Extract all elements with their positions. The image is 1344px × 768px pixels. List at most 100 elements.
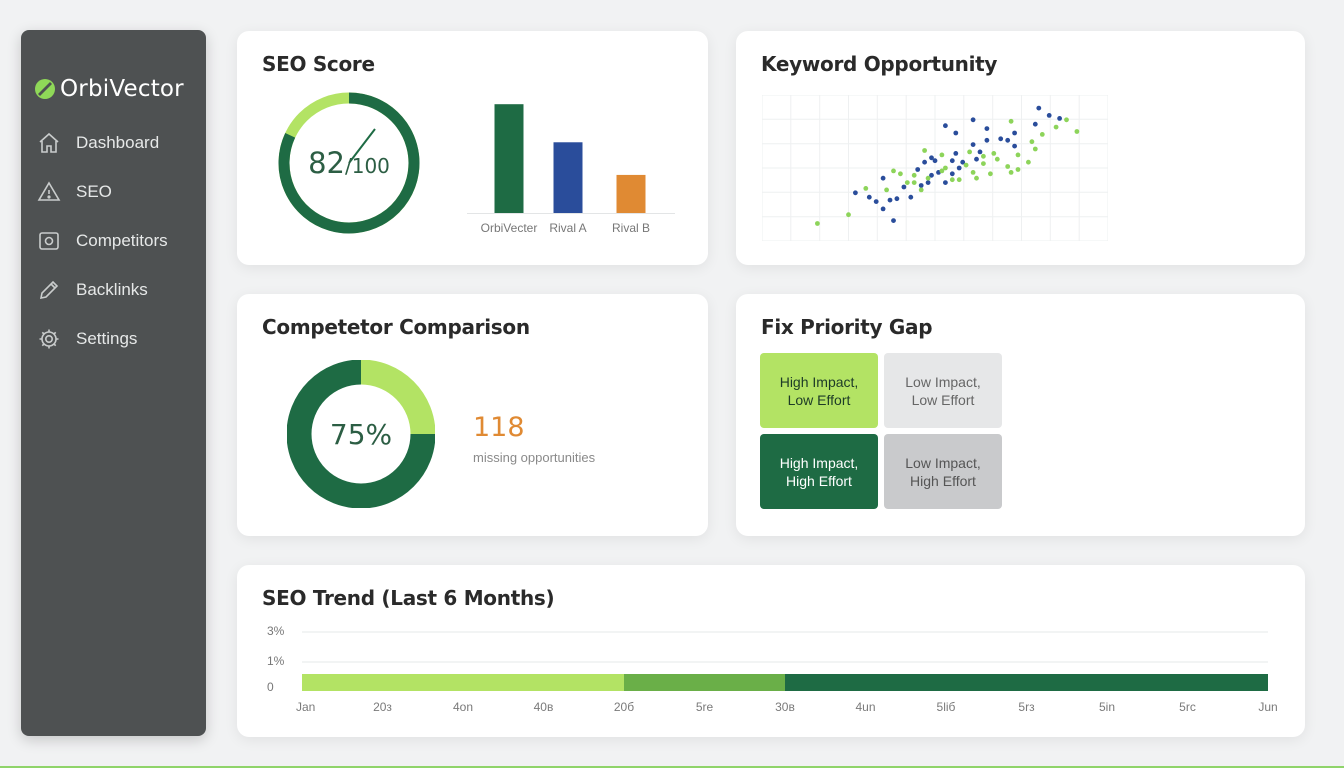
- seo-score-card: SEO Score 82/100 OrbiVecter Rival A Rival …: [237, 31, 708, 265]
- scatter-point-0-26: [1057, 116, 1062, 121]
- scatter-point-0-10: [929, 172, 934, 178]
- scatter-point-0-25: [1032, 121, 1038, 127]
- scatter-point-1-30: [898, 171, 903, 177]
- bar-0: [494, 104, 524, 213]
- scatter-point-0-4: [894, 196, 900, 202]
- bar-label-2: Rival B: [612, 221, 650, 235]
- scatter-point-0-28: [1036, 105, 1042, 111]
- priority-matrix: High Impact, Low Effort Low Impact, Low …: [760, 353, 1022, 509]
- competitor-score-bar-chart: OrbiVecter Rival A Rival B: [467, 104, 675, 235]
- trend-segment-2: [785, 674, 1268, 691]
- trend-x-tick-10: 5in: [1099, 700, 1115, 714]
- brand[interactable]: OrbiVector: [35, 76, 184, 102]
- trend-x-tick-3: 40в: [534, 700, 554, 714]
- scatter-point-1-32: [939, 152, 945, 158]
- scatter-point-0-11: [943, 180, 948, 185]
- bar-label-1: Rival A: [549, 221, 586, 235]
- trend-x-tick-7: 4un: [855, 700, 875, 714]
- scatter-point-1-23: [1064, 117, 1069, 123]
- keyword-scatter-plot: [762, 95, 1108, 241]
- scatter-point-0-13: [949, 171, 955, 177]
- scatter-point-1-31: [922, 148, 927, 153]
- trend-segment-1: [624, 674, 785, 691]
- gauge-needle: [348, 128, 376, 164]
- sidebar-item-label: Dashboard: [76, 132, 160, 152]
- trend-x-tick-1: 20з: [373, 700, 392, 714]
- scatter-point-1-17: [1015, 167, 1021, 172]
- sidebar-item-dashboard[interactable]: Dashboard: [37, 118, 197, 167]
- scatter-point-0-34: [891, 218, 896, 223]
- scatter-point-1-15: [994, 156, 1000, 162]
- scatter-point-1-3: [884, 187, 889, 193]
- seo-trend-title: SEO Trend (Last 6 Months): [262, 586, 555, 610]
- matrix-cell-low-impact-high-effort[interactable]: Low Impact, High Effort: [884, 434, 1002, 509]
- seo-trend-chart: 0 1% 3% Jan 20з 4оn 40в 20б 5rе 30в 4un 5liб 5rз 5in 5…: [267, 624, 1278, 714]
- scatter-point-0-21: [998, 136, 1004, 142]
- sidebar-item-seo[interactable]: SEO: [37, 167, 197, 216]
- gauge-value-arc: [278, 92, 420, 234]
- scatter-point-0-0: [853, 190, 858, 196]
- sidebar-item-competitors[interactable]: Competitors: [37, 216, 197, 265]
- bottom-accent-line: [0, 766, 1344, 768]
- scatter-point-0-15: [974, 156, 979, 162]
- seo-score-value: 82: [308, 146, 345, 180]
- scatter-point-0-35: [929, 155, 934, 161]
- scatter-point-1-5: [891, 168, 896, 174]
- home-icon: [39, 132, 59, 153]
- warning-icon: [37, 180, 61, 201]
- scatter-point-1-8: [939, 168, 945, 174]
- seo-score-readout: 82/100: [277, 91, 421, 235]
- trend-x-tick-6: 30в: [775, 700, 795, 714]
- scatter-point-0-6: [908, 194, 914, 200]
- scatter-point-0-17: [953, 151, 959, 156]
- scatter-point-1-27: [1026, 159, 1031, 165]
- competitor-donut-chart: [287, 360, 435, 508]
- scatter-point-0-22: [1005, 137, 1011, 143]
- fix-priority-title: Fix Priority Gap: [761, 315, 933, 339]
- gear-icon: [39, 329, 59, 348]
- scatter-point-1-0: [815, 221, 820, 226]
- trend-x-tick-4: 20б: [614, 700, 634, 714]
- trend-segment-0: [302, 674, 624, 691]
- fix-priority-card: Fix Priority Gap High Impact, Low Effort…: [736, 294, 1305, 536]
- trend-x-tick-12: Jun: [1258, 700, 1277, 714]
- scatter-point-1-16: [1008, 170, 1014, 175]
- matrix-cell-high-impact-high-effort[interactable]: High Impact, High Effort: [760, 434, 878, 509]
- trend-x-tick-0: Jan: [296, 700, 315, 714]
- scatter-point-0-33: [922, 159, 927, 165]
- sidebar-item-settings[interactable]: Settings: [37, 314, 197, 363]
- scatter-point-0-36: [915, 167, 921, 172]
- brand-name: OrbiVector: [60, 76, 184, 102]
- seo-trend-card: SEO Trend (Last 6 Months) 0 1% 3% Jan 20з 4оn…: [237, 565, 1305, 737]
- scatter-point-0-39: [880, 175, 886, 181]
- scatter-point-0-18: [977, 149, 983, 155]
- bar-2: [616, 174, 646, 213]
- scatter-point-0-27: [1046, 113, 1052, 118]
- scatter-point-0-3: [887, 197, 893, 203]
- scatter-point-1-21: [1032, 146, 1038, 152]
- trend-x-tick-8: 5liб: [937, 700, 956, 714]
- sidebar-item-label: Backlinks: [76, 279, 148, 299]
- matrix-cell-high-impact-low-effort[interactable]: High Impact, Low Effort: [760, 353, 878, 428]
- scatter-point-0-14: [956, 165, 962, 171]
- keyword-opportunity-title: Keyword Opportunity: [761, 52, 998, 76]
- trend-y-tick-1: 1%: [267, 654, 285, 668]
- matrix-cell-low-impact-low-effort[interactable]: Low Impact, Low Effort: [884, 353, 1002, 428]
- donut-slice-0: [287, 360, 435, 508]
- scatter-point-1-25: [1015, 152, 1021, 158]
- scatter-point-0-2: [873, 199, 879, 204]
- scatter-point-1-28: [943, 165, 948, 171]
- scatter-point-0-37: [949, 158, 955, 164]
- trend-x-tick-2: 4оn: [453, 700, 473, 714]
- scatter-point-0-9: [925, 180, 931, 185]
- donut-percent: 75%: [329, 417, 393, 451]
- scatter-point-0-7: [901, 184, 907, 190]
- scatter-point-1-2: [863, 186, 869, 191]
- sidebar: OrbiVector Dashboard SEO Competitors Bac…: [21, 30, 206, 736]
- scatter-point-1-36: [911, 180, 917, 185]
- scatter-point-0-23: [984, 126, 990, 131]
- scatter-point-0-5: [880, 206, 886, 212]
- seo-score-title: SEO Score: [262, 52, 375, 76]
- scatter-point-0-24: [1012, 130, 1017, 136]
- sidebar-item-backlinks[interactable]: Backlinks: [37, 265, 197, 314]
